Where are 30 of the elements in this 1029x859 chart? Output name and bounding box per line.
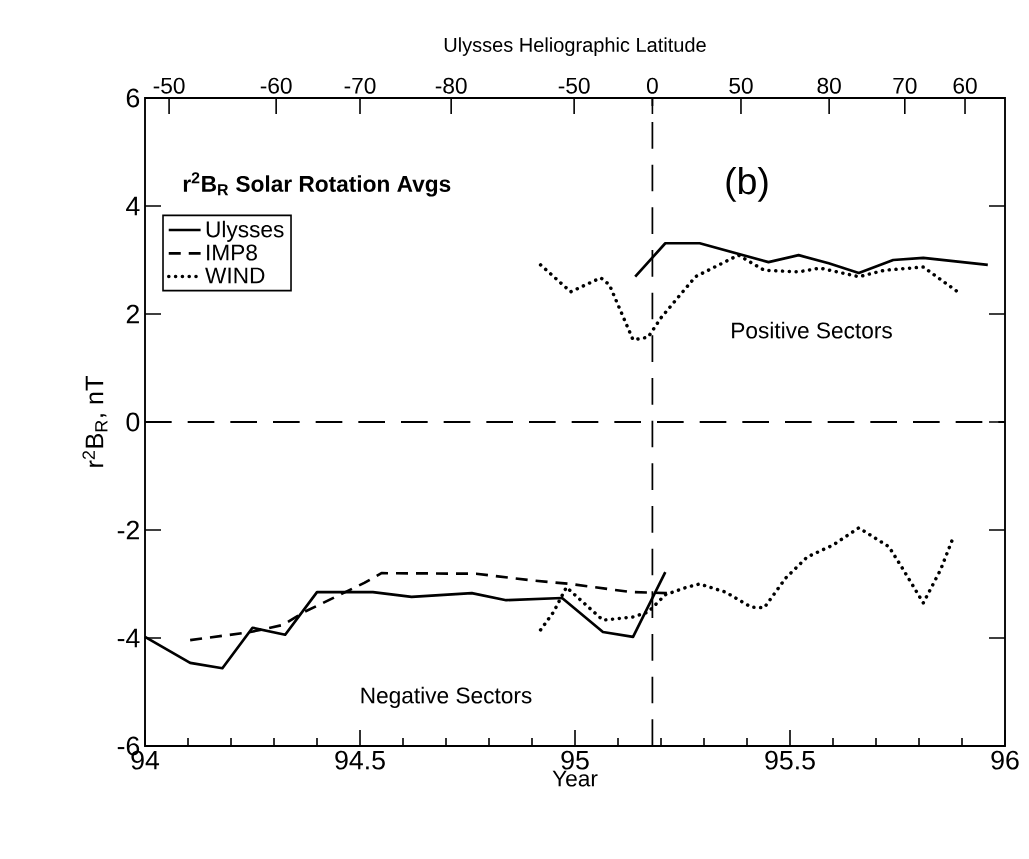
x-tick-label: 96 — [991, 750, 1019, 770]
text: -60 — [260, 77, 292, 94]
annotation: r$^{2}$B$_{R}$ Solar Rotation Avgs — [183, 172, 451, 197]
text: 60 — [953, 77, 977, 94]
text: -80 — [435, 77, 467, 94]
x-tick-label: 95.5 — [765, 750, 815, 770]
y-tick-label: 2 — [126, 304, 139, 324]
text: -70 — [344, 77, 376, 94]
annotation: Negative Sectors — [361, 686, 532, 708]
legend-label: IMP8 — [207, 244, 257, 261]
text: 80 — [817, 77, 841, 94]
y-tick-label: 0 — [126, 412, 140, 432]
x-tick-label: 94.5 — [335, 750, 385, 770]
legend-label: WIND — [205, 267, 265, 284]
x-axis-title: Year — [552, 770, 598, 787]
text: -50 — [153, 77, 185, 94]
y-axis-title: r$^{2}$B$_{R}$, nT — [82, 376, 108, 467]
annotation: (b) — [726, 167, 768, 202]
legend-label: Ulysses — [206, 220, 284, 242]
x-tick-label: 95 — [561, 750, 589, 770]
text: -50 — [558, 77, 590, 94]
annotation: Positive Sectors — [732, 321, 892, 339]
y-tick-label: -2 — [117, 520, 139, 540]
y-tick-label: -4 — [117, 628, 140, 648]
x2-axis-title: Ulysses Heliographic Latitude — [444, 37, 706, 56]
y-tick-label: 4 — [126, 196, 140, 216]
text: 50 — [729, 77, 753, 94]
text: 70 — [893, 77, 917, 94]
y-tick-label: 6 — [126, 88, 140, 108]
text: 0 — [646, 77, 658, 94]
